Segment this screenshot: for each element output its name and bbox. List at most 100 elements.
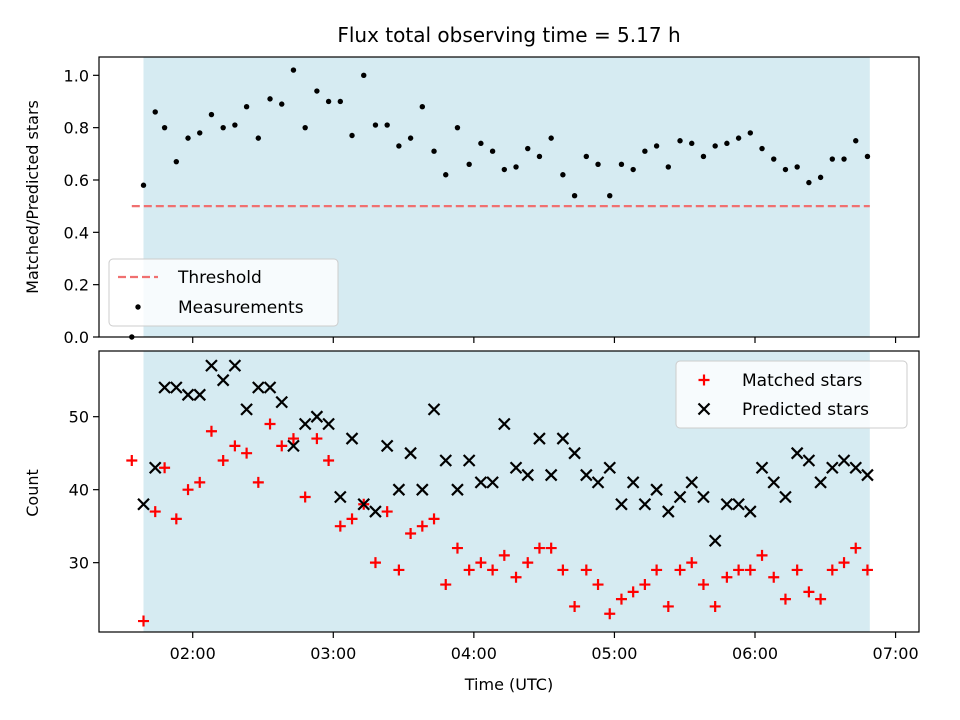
- x-tick-label: 05:00: [591, 644, 637, 663]
- bottom-series-matched-stars: [126, 418, 873, 627]
- matched-stars-point: [580, 564, 592, 576]
- measurement-point: [583, 153, 590, 160]
- matched-stars-point: [826, 564, 838, 576]
- measurement-point: [665, 164, 672, 170]
- matched-stars-point: [791, 564, 803, 576]
- predicted-stars-point: [685, 476, 699, 489]
- matched-stars-point: [346, 513, 358, 525]
- matched-stars-point: [451, 542, 463, 554]
- matched-stars-point: [217, 454, 229, 466]
- measurement-point: [349, 132, 355, 139]
- measurement-point: [152, 109, 158, 115]
- top-legend: Threshold Measurements: [108, 258, 339, 327]
- matched-stars-point: [557, 564, 569, 576]
- predicted-stars-point: [533, 432, 546, 445]
- measurement-point: [607, 192, 613, 199]
- measurement-point: [384, 122, 390, 128]
- legend-threshold-label: Threshold: [177, 268, 262, 288]
- bottom-legend: Matched stars Predicted stars: [675, 360, 908, 429]
- predicted-stars-point: [216, 373, 230, 387]
- predicted-stars-point: [170, 381, 183, 394]
- predicted-stars-point: [298, 417, 312, 431]
- predicted-stars-point: [380, 439, 394, 453]
- predicted-stars-point: [790, 446, 804, 460]
- measurement-point: [548, 135, 554, 141]
- matched-stars-point: [733, 564, 745, 576]
- matched-stars-point: [498, 549, 510, 561]
- predicted-stars-point: [322, 417, 335, 431]
- predicted-stars-point: [287, 439, 300, 453]
- matched-stars-point: [159, 462, 171, 474]
- x-tick-label: 03:00: [310, 644, 356, 663]
- top-y-tick-label: 0.8: [64, 119, 89, 138]
- predicted-stars-point: [744, 505, 757, 518]
- measurement-point: [853, 138, 859, 144]
- predicted-stars-point: [615, 497, 628, 511]
- measurement-point: [689, 140, 695, 147]
- matched-stars-point: [287, 433, 299, 445]
- top-y-tick-label: 0.2: [64, 276, 89, 295]
- predicted-stars-point: [603, 461, 617, 475]
- predicted-stars-point: [205, 359, 218, 372]
- measurement-point: [372, 122, 379, 128]
- top-series-measurements: [129, 67, 871, 340]
- predicted-stars-point: [240, 403, 253, 416]
- matched-stars-point: [264, 418, 276, 430]
- matched-stars-point: [463, 564, 475, 576]
- top-y-tick-label: 1.0: [64, 66, 89, 85]
- measurement-point: [419, 104, 426, 110]
- measurement-point: [817, 174, 824, 181]
- measurement-point: [161, 124, 168, 131]
- predicted-stars-point: [755, 461, 769, 475]
- matched-stars-point: [744, 564, 756, 576]
- predicted-stars-point: [720, 497, 734, 511]
- measurement-point: [173, 158, 180, 165]
- predicted-stars-point: [158, 381, 171, 394]
- predicted-stars-point: [544, 468, 558, 482]
- chart-title: Flux total observing time = 5.17 h: [337, 23, 680, 47]
- measurement-point: [396, 143, 402, 149]
- legend-matched-swatch: [698, 374, 710, 386]
- matched-stars-point: [252, 476, 264, 488]
- measurement-point: [185, 135, 191, 141]
- measurement-point: [595, 161, 601, 167]
- predicted-stars-point: [474, 476, 488, 489]
- top-y-axis-label: Matched/Predicted stars: [23, 100, 42, 294]
- bottom-frame: [98, 350, 920, 633]
- predicted-stars-point: [767, 476, 781, 489]
- top-frame: [98, 56, 920, 338]
- matched-stars-point: [205, 425, 217, 437]
- measurement-point: [489, 148, 496, 154]
- measurement-point: [560, 172, 566, 178]
- matched-stars-point: [369, 557, 381, 569]
- legend-measurements-swatch: [135, 304, 141, 310]
- matched-stars-point: [604, 608, 616, 620]
- measurement-point: [290, 67, 297, 73]
- predicted-stars-point: [228, 359, 242, 372]
- matched-stars-point: [756, 549, 768, 561]
- matched-stars-point: [405, 527, 417, 539]
- bottom-y-axis-label: Count: [23, 469, 42, 517]
- measurement-point: [466, 161, 472, 167]
- predicted-stars-point: [404, 446, 417, 460]
- predicted-stars-point: [137, 497, 150, 511]
- measurement-point: [841, 156, 847, 162]
- measurement-point: [712, 143, 718, 149]
- measurement-point: [653, 143, 660, 149]
- measurement-point: [735, 135, 742, 141]
- matched-stars-point: [697, 579, 709, 591]
- measurement-point: [220, 124, 226, 131]
- predicted-stars-point: [509, 461, 523, 475]
- bottom-panel: 30 40 50 02:00 03:00 04:00 05:00 06:00 07:00 Matc…: [69, 350, 920, 663]
- measurement-point: [501, 166, 508, 173]
- predicted-stars-point: [345, 432, 359, 445]
- measurement-point: [806, 179, 812, 186]
- matched-stars-point: [861, 564, 873, 576]
- predicted-stars-point: [708, 534, 722, 548]
- bottom-series-predicted-stars: [137, 359, 874, 548]
- predicted-stars-point: [451, 483, 464, 496]
- matched-stars-point: [182, 484, 194, 496]
- measurement-point: [197, 130, 203, 136]
- predicted-stars-point: [826, 461, 839, 475]
- matched-stars-point: [416, 520, 428, 532]
